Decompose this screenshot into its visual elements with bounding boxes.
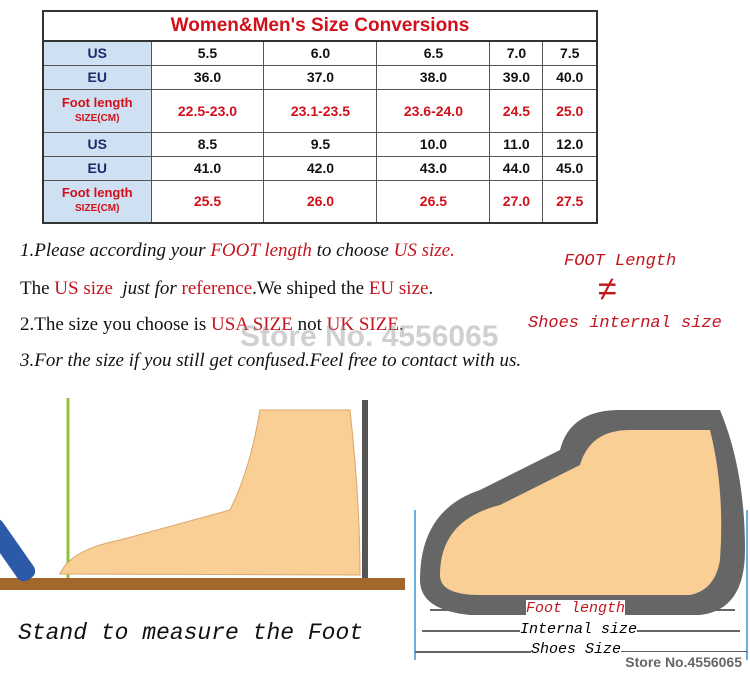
table-cell: 6.0 [263,40,378,66]
table-cell: 7.0 [489,40,544,66]
note-1: 1.Please according your FOOT length to c… [20,240,455,261]
table-cell: 38.0 [376,64,491,90]
table-cell: 44.0 [489,155,544,181]
note-4: 3.For the size if you still get confused… [20,350,522,371]
foot-length-measure: Foot length [526,600,626,617]
row-header: US [42,131,152,157]
wall [362,400,368,578]
table-cell: 6.5 [376,40,491,66]
row-header: US [42,40,152,66]
floor [0,578,405,590]
row-header: Foot length SIZE(CM) [42,88,152,133]
table-cell: 24.5 [489,88,544,133]
not-equal-icon: ≠ [598,270,617,308]
table-title: Women&Men's Size Conversions [42,10,598,42]
table-cell: 25.0 [542,88,598,133]
table-cell: 41.0 [150,155,265,181]
table-cell: 9.5 [263,131,378,157]
table-cell: 10.0 [376,131,491,157]
table-row: EU 41.0 42.0 43.0 44.0 45.0 [42,155,598,181]
table-cell: 45.0 [542,155,598,181]
table-cell: 37.0 [263,64,378,90]
row-header: Foot length SIZE(CM) [42,179,152,224]
table-cell: 25.5 [150,179,265,224]
foot-shape [59,409,361,576]
watermark: Store No. 4556065 [240,320,499,353]
table-cell: 27.5 [542,179,598,224]
shoes-internal-size-label: Shoes internal size [528,314,722,333]
table-cell: 23.6-24.0 [376,88,491,133]
store-label: Store No.4556065 [621,652,746,672]
foot-illustration [0,390,750,676]
table-cell: 8.5 [150,131,265,157]
table-cell: 23.1-23.5 [263,88,378,133]
foot-length-label: FOOT Length [564,252,677,271]
table-row: US 5.5 6.0 6.5 7.0 7.5 [42,40,598,66]
table-cell: 5.5 [150,40,265,66]
table-row: US 8.5 9.5 10.0 11.0 12.0 [42,131,598,157]
table-cell: 22.5-23.0 [150,88,265,133]
table-row: Foot length SIZE(CM) 22.5-23.0 23.1-23.5 23.… [42,88,598,133]
row-header: EU [42,155,152,181]
note-3: 2.The size you choose is USA SIZE not UK… [20,314,404,335]
internal-size-measure: Internal size [520,621,638,638]
table-cell: 40.0 [542,64,598,90]
table-cell: 42.0 [263,155,378,181]
ruler-tool [0,518,36,582]
table-row: EU 36.0 37.0 38.0 39.0 40.0 [42,64,598,90]
note-2: The US size just for reference.We shiped… [20,278,434,299]
table-cell: 39.0 [489,64,544,90]
stand-caption: Stand to measure the Foot [18,620,364,646]
table-cell: 26.5 [376,179,491,224]
table-cell: 36.0 [150,64,265,90]
table-cell: 27.0 [489,179,544,224]
table-cell: 43.0 [376,155,491,181]
table-cell: 12.0 [542,131,598,157]
table-cell: 11.0 [489,131,544,157]
table-cell: 7.5 [542,40,598,66]
row-header: EU [42,64,152,90]
table-cell: 26.0 [263,179,378,224]
shoes-size-measure: Shoes Size [531,641,622,658]
table-row: Foot length SIZE(CM) 25.5 26.0 26.5 27.0 27.5 [42,179,598,224]
size-conversion-table: Women&Men's Size Conversions US 5.5 6.0 6.5… [42,10,598,224]
